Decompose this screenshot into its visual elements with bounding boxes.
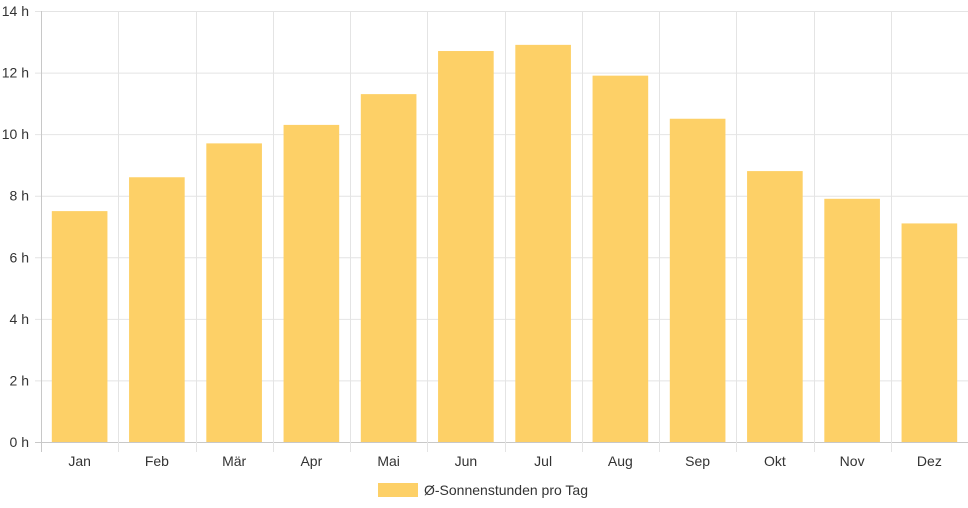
legend-label: Ø-Sonnenstunden pro Tag: [424, 482, 588, 498]
bar-okt: [747, 171, 803, 443]
y-tick-label: 6 h: [10, 249, 29, 265]
bar-apr: [283, 124, 340, 443]
y-tick-label: 8 h: [10, 188, 29, 204]
legend-swatch: [378, 483, 418, 497]
x-tick-label: Apr: [300, 453, 322, 469]
x-tick-label: Dez: [917, 453, 942, 469]
bar-feb: [129, 177, 185, 442]
y-tick-label: 2 h: [10, 372, 29, 388]
x-tick-label: Feb: [145, 453, 169, 469]
x-tick-label: Jun: [455, 453, 478, 469]
bar-mai: [360, 94, 417, 442]
bar-sep: [669, 118, 726, 442]
y-tick-label: 12 h: [2, 65, 29, 81]
y-tick-label: 0 h: [10, 434, 29, 450]
bar-dez: [901, 223, 958, 442]
x-tick-label: Mai: [377, 453, 400, 469]
x-tick-label: Nov: [840, 453, 865, 469]
x-tick-label: Jul: [534, 453, 552, 469]
bar-jun: [438, 51, 494, 443]
axes: 0 h 2 h 4 h 6 h 8 h 10 h 12 h 14 h Jan Feb Mär Apr M…: [2, 3, 942, 469]
x-tick-label: Jan: [68, 453, 91, 469]
bars: [51, 44, 958, 443]
x-tick-label: Aug: [608, 453, 633, 469]
x-tick-label: Sep: [685, 453, 710, 469]
bar-aug: [592, 75, 649, 443]
x-tick-label: Okt: [764, 453, 786, 469]
y-tick-label: 10 h: [2, 126, 29, 142]
bar-jan: [51, 211, 108, 442]
bar-jul: [515, 44, 571, 442]
grid-lines: [35, 11, 968, 452]
y-tick-label: 14 h: [2, 3, 29, 19]
y-tick-label: 4 h: [10, 311, 29, 327]
legend[interactable]: Ø-Sonnenstunden pro Tag: [378, 482, 588, 498]
bar-nov: [824, 198, 880, 442]
bar-mär: [206, 143, 262, 442]
x-tick-label: Mär: [222, 453, 246, 469]
